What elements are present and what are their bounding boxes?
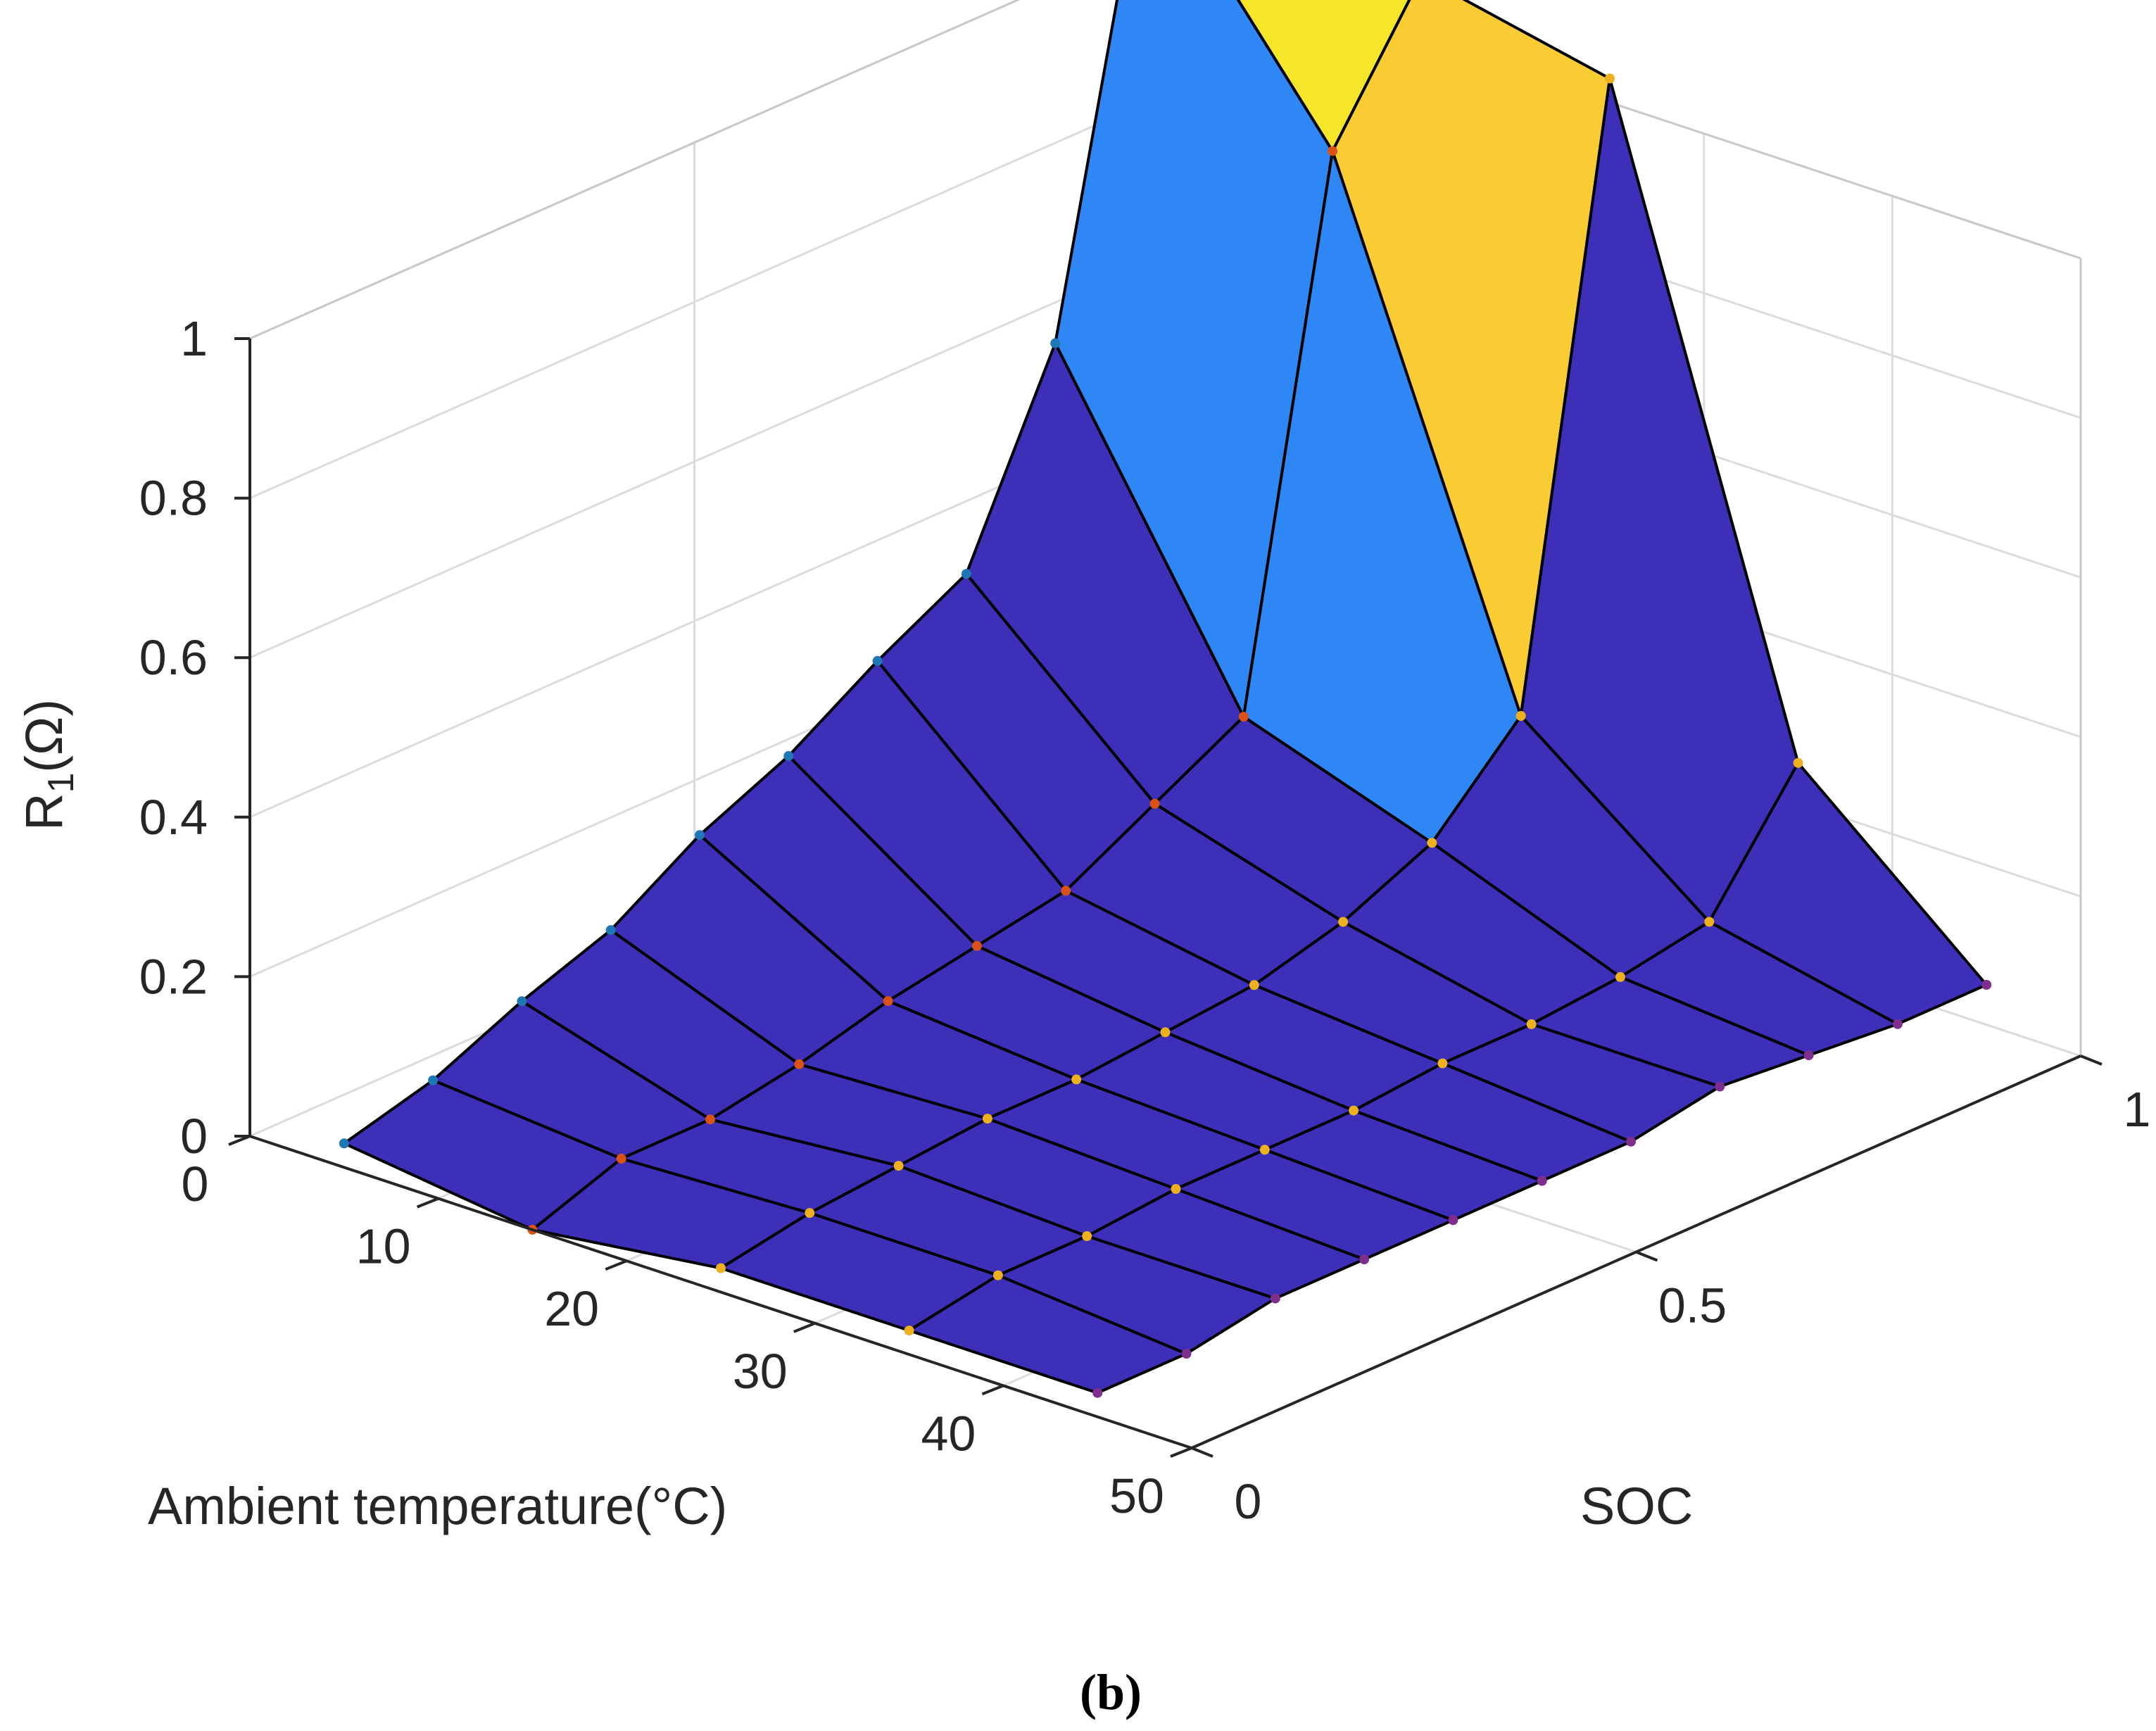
- x-axis-line: [249, 1135, 1192, 1449]
- data-point: [1626, 1136, 1636, 1147]
- x-tick-label: 10: [356, 1219, 411, 1274]
- data-point: [1427, 838, 1437, 848]
- data-point: [695, 830, 705, 841]
- data-point: [1981, 980, 1992, 990]
- data-point: [1092, 1387, 1103, 1398]
- data-point: [1238, 712, 1249, 722]
- x-tick: [605, 1259, 627, 1271]
- data-point: [1448, 1215, 1458, 1226]
- x-tick: [981, 1384, 1004, 1396]
- data-point: [1082, 1231, 1092, 1241]
- x-tick-label: 50: [1109, 1468, 1164, 1523]
- z-axis-title-sub: 1: [41, 773, 82, 793]
- data-point: [1061, 886, 1071, 896]
- data-point: [1328, 146, 1338, 156]
- data-point: [1526, 1019, 1537, 1029]
- data-point: [339, 1138, 349, 1149]
- figure-caption: (b): [1080, 1664, 1142, 1720]
- points-layer: [339, 73, 1992, 1398]
- data-point: [805, 1208, 815, 1219]
- data-point: [872, 655, 883, 666]
- x-tick-label: 40: [921, 1406, 976, 1461]
- data-point: [1270, 1293, 1280, 1304]
- data-point: [1515, 711, 1526, 721]
- data-point: [1149, 798, 1160, 809]
- data-point: [1259, 1145, 1270, 1155]
- z-tick-label: 0.8: [139, 471, 208, 526]
- x-axis-title: Ambient temperature(°C): [148, 1477, 727, 1535]
- y-tick-label: 0.5: [1658, 1278, 1727, 1333]
- data-point: [1338, 917, 1349, 927]
- y-tick-label: 0: [1235, 1474, 1262, 1529]
- data-point: [1892, 1019, 1903, 1029]
- z-tick-label: 0: [180, 1109, 208, 1164]
- data-point: [605, 925, 616, 936]
- y-tick: [1635, 1250, 1658, 1262]
- x-tick-label: 20: [544, 1281, 599, 1336]
- y-axis-title: SOC: [1580, 1477, 1693, 1535]
- data-point: [961, 569, 971, 579]
- data-point: [1050, 338, 1061, 348]
- data-point: [428, 1075, 439, 1085]
- z-tick-label: 0.6: [139, 630, 208, 685]
- data-point: [971, 940, 982, 951]
- z-tick-label: 0.4: [139, 790, 208, 845]
- z-axis-title-main: R: [15, 793, 73, 831]
- data-point: [1160, 1027, 1171, 1038]
- box-back-edges: [249, 0, 2081, 340]
- x-tick-label: 0: [182, 1157, 209, 1211]
- z-tick-label: 1: [180, 311, 208, 366]
- x-tick: [228, 1135, 251, 1146]
- data-point: [705, 1114, 715, 1125]
- data-point: [1715, 1081, 1725, 1092]
- x-tick: [416, 1197, 439, 1209]
- data-point: [783, 750, 794, 761]
- y-tick: [1191, 1447, 1213, 1458]
- x-tick: [793, 1321, 816, 1333]
- y-tick: [2080, 1055, 2103, 1066]
- data-point: [1537, 1176, 1547, 1186]
- data-point: [1249, 980, 1259, 990]
- data-point: [1171, 1184, 1181, 1194]
- data-point: [616, 1153, 626, 1164]
- x-tick: [1170, 1447, 1192, 1458]
- data-point: [982, 1114, 992, 1124]
- x-tick-label: 30: [733, 1344, 788, 1399]
- data-point: [1181, 1349, 1192, 1359]
- data-point: [1605, 73, 1615, 84]
- data-point: [517, 996, 527, 1007]
- surface-layer: [342, 0, 1988, 1395]
- data-point: [1437, 1058, 1448, 1069]
- data-point: [794, 1059, 805, 1069]
- data-point: [883, 996, 893, 1007]
- data-point: [893, 1161, 904, 1171]
- z-axis-title-unit: (Ω): [15, 699, 73, 773]
- data-point: [1704, 917, 1715, 927]
- data-point: [1359, 1254, 1370, 1264]
- data-point: [992, 1270, 1003, 1280]
- data-point: [1071, 1074, 1082, 1085]
- data-point: [904, 1326, 914, 1336]
- y-tick-label: 1: [2124, 1082, 2151, 1137]
- data-point: [1615, 971, 1625, 982]
- z-tick-label: 0.2: [139, 949, 208, 1004]
- z-axis-title: R1(Ω): [15, 699, 82, 831]
- data-point: [1793, 757, 1803, 768]
- data-point: [1349, 1105, 1359, 1116]
- data-point: [716, 1263, 726, 1273]
- data-point: [1803, 1050, 1814, 1061]
